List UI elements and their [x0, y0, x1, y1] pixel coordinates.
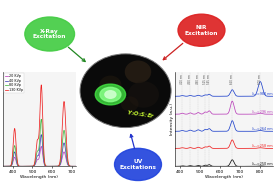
130 KVp: [40, 84, 43, 86]
Text: λₑₓ=980 nm: λₑₓ=980 nm: [252, 92, 273, 96]
X-axis label: Wavelength (nm): Wavelength (nm): [205, 175, 243, 179]
40 KVp: [33, 164, 36, 166]
80 KVp: [11, 159, 14, 161]
40 KVp: [14, 152, 17, 154]
Ellipse shape: [80, 54, 171, 128]
80 KVp: [74, 165, 78, 167]
Text: X-Ray
Excitation: X-Ray Excitation: [33, 29, 67, 40]
Line: 20 KVp: 20 KVp: [3, 146, 76, 166]
Text: λₑₓ=264 nm: λₑₓ=264 nm: [252, 127, 273, 131]
80 KVp: [41, 139, 44, 141]
80 KVp: [1, 165, 4, 167]
X-axis label: Wavelength (nm): Wavelength (nm): [20, 175, 58, 179]
20 KVp: [39, 145, 43, 148]
Circle shape: [178, 14, 225, 46]
Text: Y$_2$O$_2$S:Er: Y$_2$O$_2$S:Er: [126, 108, 156, 121]
40 KVp: [40, 133, 43, 136]
Line: 40 KVp: 40 KVp: [3, 135, 76, 166]
20 KVp: [41, 154, 44, 156]
40 KVp: [26, 165, 29, 167]
Line: 80 KVp: 80 KVp: [3, 119, 76, 166]
20 KVp: [33, 164, 36, 167]
80 KVp: [26, 165, 29, 167]
130 KVp: [26, 165, 29, 167]
Text: 525 nm: 525 nm: [203, 74, 207, 84]
20 KVp: [40, 145, 43, 148]
Ellipse shape: [121, 96, 139, 112]
80 KVp: [14, 146, 17, 148]
Text: 450 nm: 450 nm: [188, 74, 192, 84]
Ellipse shape: [99, 76, 121, 94]
Legend: 20 KVp, 40 KVp, 80 KVp, 130 KVp: 20 KVp, 40 KVp, 80 KVp, 130 KVp: [4, 74, 25, 93]
Text: 800 nm: 800 nm: [258, 74, 262, 84]
130 KVp: [11, 154, 14, 156]
Circle shape: [100, 87, 121, 102]
Ellipse shape: [125, 60, 151, 83]
20 KVp: [74, 165, 78, 167]
40 KVp: [11, 161, 14, 163]
Circle shape: [105, 91, 116, 98]
40 KVp: [41, 147, 44, 149]
130 KVp: [1, 165, 4, 167]
Y-axis label: Intensity (a.u.): Intensity (a.u.): [170, 103, 174, 135]
Y-axis label: Intensity (a.u.): Intensity (a.u.): [0, 103, 1, 135]
Text: λₑₓ=258 nm: λₑₓ=258 nm: [252, 144, 273, 148]
Line: 130 KVp: 130 KVp: [3, 85, 76, 166]
Circle shape: [25, 17, 75, 51]
Text: λₑₓ=250 nm: λₑₓ=250 nm: [252, 162, 273, 166]
80 KVp: [33, 163, 36, 166]
Text: 545 nm: 545 nm: [207, 74, 211, 84]
80 KVp: [39, 118, 43, 121]
Circle shape: [95, 84, 126, 105]
130 KVp: [41, 119, 44, 121]
130 KVp: [14, 129, 17, 132]
20 KVp: [1, 165, 4, 167]
40 KVp: [39, 134, 43, 136]
130 KVp: [74, 165, 78, 167]
Text: 410 nm: 410 nm: [180, 74, 184, 84]
80 KVp: [40, 118, 43, 120]
130 KVp: [39, 84, 43, 86]
Ellipse shape: [128, 81, 159, 108]
Text: 660 nm: 660 nm: [230, 74, 234, 84]
Circle shape: [115, 148, 161, 180]
40 KVp: [1, 165, 4, 167]
Text: 490 nm: 490 nm: [196, 74, 200, 84]
Text: UV
Excitations: UV Excitations: [120, 159, 156, 170]
Text: NIR
Excitation: NIR Excitation: [185, 25, 218, 36]
20 KVp: [26, 165, 29, 167]
20 KVp: [11, 163, 14, 165]
40 KVp: [74, 165, 78, 167]
20 KVp: [14, 157, 17, 159]
Text: λₑₓ=296 nm: λₑₓ=296 nm: [252, 110, 273, 114]
130 KVp: [33, 162, 36, 165]
